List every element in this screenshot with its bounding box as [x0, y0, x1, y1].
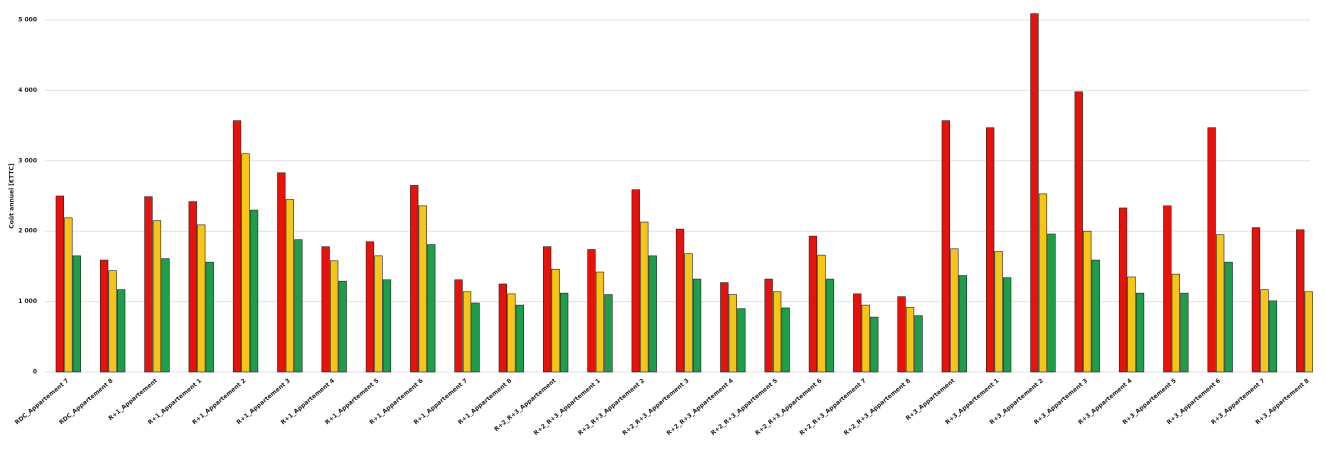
y-tick-label: 4 000 [18, 87, 37, 94]
bar [1268, 300, 1278, 373]
bar [728, 294, 737, 373]
bar [720, 282, 729, 373]
bar [144, 196, 153, 373]
bar [117, 289, 126, 373]
bar [249, 209, 259, 373]
bar [692, 278, 702, 373]
bar [737, 308, 746, 373]
bar [382, 279, 392, 373]
bar [870, 316, 879, 373]
bar [410, 185, 419, 373]
bar [985, 127, 995, 373]
y-tick-label: 2 000 [18, 228, 37, 235]
bar [454, 279, 463, 373]
bar [152, 220, 162, 373]
bar [188, 201, 197, 373]
bar [427, 244, 436, 373]
bar [507, 293, 516, 373]
bar [1047, 233, 1056, 373]
bar [631, 189, 640, 373]
bar [498, 283, 507, 373]
bar [365, 241, 375, 373]
bar [161, 258, 170, 373]
bar [418, 205, 427, 373]
bar [100, 259, 109, 373]
bar [941, 120, 950, 373]
bar [1002, 277, 1012, 373]
y-tick-label: 1 000 [18, 298, 37, 305]
bar [277, 172, 286, 373]
bar [321, 246, 330, 373]
bar [64, 217, 73, 373]
bar [994, 251, 1003, 373]
bar [72, 255, 81, 373]
bar [1038, 193, 1048, 373]
y-tick-label: 0 [33, 369, 37, 376]
bar [897, 296, 906, 373]
bar [462, 291, 472, 373]
bar [684, 253, 693, 373]
bar [374, 255, 383, 373]
bar [197, 224, 206, 373]
bar [1163, 205, 1172, 373]
bar [648, 255, 657, 373]
bar [205, 261, 214, 373]
bar [1083, 230, 1092, 373]
bar [825, 278, 835, 373]
bar [559, 292, 569, 373]
bar [958, 275, 967, 373]
x-tick-label: R+3_Appartement [905, 377, 957, 422]
bar [471, 302, 480, 373]
bar [1251, 227, 1261, 373]
y-axis-label: Coût annuel [€TTC] [9, 163, 16, 228]
bar [764, 278, 773, 373]
bar [861, 304, 870, 373]
bar [515, 304, 524, 373]
bar [1171, 273, 1180, 373]
y-tick-label: 5 000 [18, 17, 37, 24]
bar [675, 228, 685, 373]
bar [294, 239, 303, 373]
bar [1180, 292, 1189, 373]
bar [817, 254, 826, 373]
bar [241, 153, 250, 373]
bar [551, 268, 560, 373]
bar [905, 306, 915, 373]
bar [1127, 276, 1136, 373]
bar [338, 280, 347, 373]
bar [587, 249, 596, 373]
bar [1074, 91, 1083, 373]
bar [285, 199, 294, 373]
bar [55, 195, 64, 373]
bar [232, 120, 242, 373]
bar [595, 271, 605, 373]
bar [1304, 291, 1313, 373]
bar [1260, 289, 1269, 373]
bar [1030, 13, 1039, 373]
x-tick-label: R+1_Appartement [107, 377, 159, 422]
bar [808, 235, 818, 373]
bar [542, 246, 552, 373]
bar [1091, 259, 1100, 373]
bar [950, 248, 959, 373]
bar [1135, 292, 1145, 373]
bar [1224, 261, 1233, 373]
y-tick-label: 3 000 [18, 157, 37, 164]
bar [1216, 234, 1225, 373]
bar [604, 294, 613, 373]
bar [781, 307, 790, 373]
bar [853, 293, 862, 373]
bar [1296, 229, 1305, 373]
bar [772, 291, 782, 373]
bar [329, 260, 339, 373]
bar [1207, 127, 1216, 373]
bar [914, 315, 923, 373]
bar [108, 270, 117, 373]
bar [640, 221, 649, 373]
bar [1118, 207, 1128, 373]
